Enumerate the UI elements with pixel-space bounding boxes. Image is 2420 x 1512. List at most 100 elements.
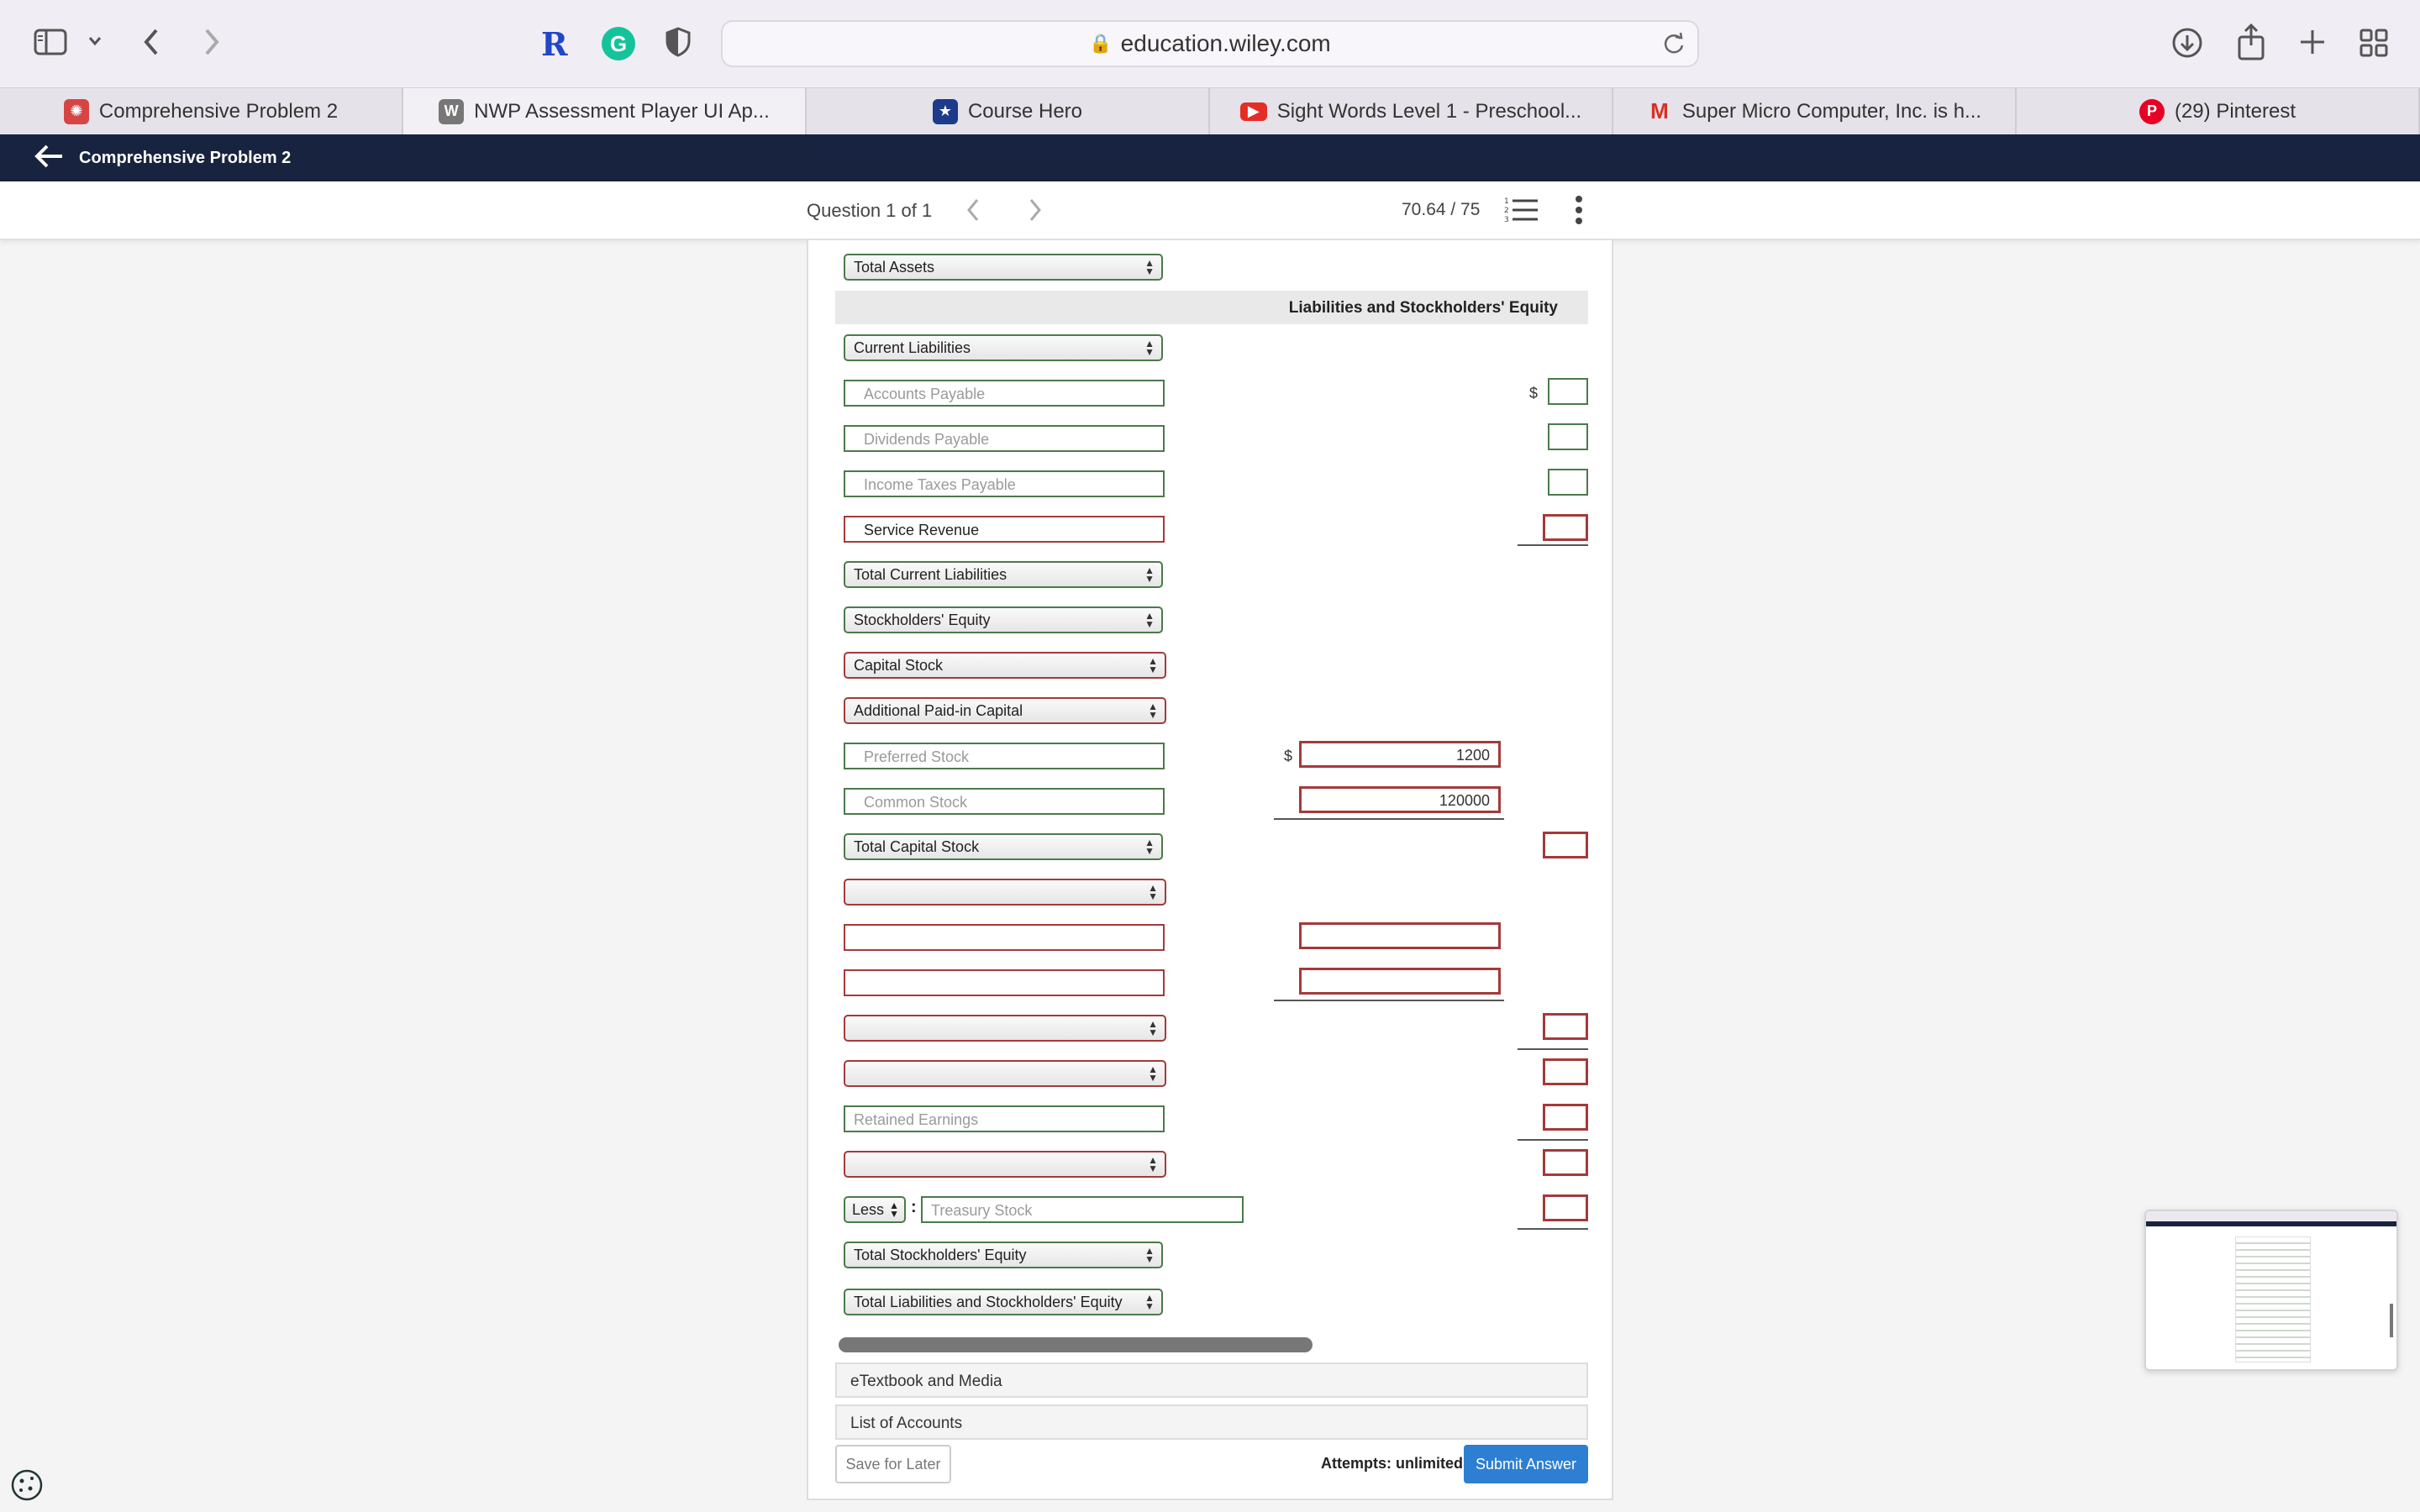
empty-account-input-1[interactable]: [844, 924, 1165, 951]
youtube-icon: ▶: [1239, 102, 1267, 121]
empty-account-input-2[interactable]: [844, 969, 1165, 996]
tab-gmail[interactable]: M Super Micro Computer, Inc. is h...: [1613, 88, 2017, 134]
underline: [1518, 1139, 1588, 1141]
empty-amount-2[interactable]: [1299, 968, 1501, 995]
tab-label: (29) Pinterest: [2174, 99, 2296, 123]
pinterest-icon: P: [2139, 98, 2165, 124]
stockholders-equity-select[interactable]: Stockholders' Equity ▲ ▼: [844, 606, 1163, 633]
thumb-toolbar: [2146, 1211, 2396, 1221]
empty-select-4[interactable]: ▲ ▼: [844, 1151, 1166, 1178]
tab-label: NWP Assessment Player UI Ap...: [474, 99, 770, 123]
liabilities-heading: Liabilities and Stockholders' Equity: [835, 291, 1588, 324]
income-taxes-payable-amount[interactable]: [1548, 469, 1588, 496]
total-stockholders-equity-select[interactable]: Total Stockholders' Equity ▲ ▼: [844, 1242, 1163, 1268]
address-bar[interactable]: 🔒 education.wiley.com: [721, 20, 1699, 67]
privacy-shield-icon[interactable]: [666, 27, 691, 57]
service-revenue-input[interactable]: Service Revenue: [844, 516, 1165, 543]
canvas-icon: ✺: [63, 98, 89, 124]
total-capital-stock-select[interactable]: Total Capital Stock ▲ ▼: [844, 833, 1163, 860]
underline: [1274, 818, 1504, 820]
tab-label: Super Micro Computer, Inc. is h...: [1681, 99, 1982, 123]
reload-icon[interactable]: [1662, 32, 1686, 61]
dividends-payable-amount[interactable]: [1548, 423, 1588, 450]
balance-sheet-form: Total Assets ▲ ▼ Liabilities and Stockhold…: [807, 240, 1613, 1500]
tab-comprehensive-problem[interactable]: ✺ Comprehensive Problem 2: [0, 88, 403, 134]
grammarly-icon[interactable]: G: [602, 27, 635, 60]
horizontal-scrollbar[interactable]: [839, 1337, 1313, 1352]
empty-select-3[interactable]: ▲ ▼: [844, 1060, 1166, 1087]
empty-select-1[interactable]: ▲ ▼: [844, 879, 1166, 906]
empty-amount-3[interactable]: [1543, 1013, 1588, 1040]
income-taxes-payable-input[interactable]: Income Taxes Payable: [844, 470, 1165, 497]
browser-toolbar: R G 🔒 education.wiley.com: [0, 0, 2420, 87]
chevron-down-icon[interactable]: [87, 35, 103, 47]
submit-answer-button[interactable]: Submit Answer: [1464, 1445, 1588, 1483]
treasury-stock-amount[interactable]: [1543, 1194, 1588, 1221]
additional-paid-in-capital-select[interactable]: Additional Paid-in Capital ▲ ▼: [844, 697, 1166, 724]
list-of-accounts-panel[interactable]: List of Accounts: [835, 1404, 1588, 1440]
tab-label: Course Hero: [967, 99, 1083, 123]
svg-text:2: 2: [1504, 207, 1509, 215]
sidebar-toggle-icon[interactable]: [34, 29, 67, 55]
url-text: education.wiley.com: [1120, 30, 1331, 56]
new-tab-plus-icon[interactable]: [2297, 27, 2328, 57]
more-options-icon[interactable]: [1575, 195, 1583, 229]
share-icon[interactable]: [2237, 24, 2265, 60]
r-extension-icon[interactable]: R: [541, 25, 568, 63]
course-hero-star-icon: ★: [932, 98, 958, 124]
capital-stock-select[interactable]: Capital Stock ▲ ▼: [844, 652, 1166, 679]
empty-amount-1[interactable]: [1299, 922, 1501, 949]
common-stock-input[interactable]: Common Stock: [844, 788, 1165, 815]
download-icon[interactable]: [2171, 27, 2203, 59]
underline: [1274, 1000, 1504, 1001]
save-for-later-button[interactable]: Save for Later: [835, 1445, 951, 1483]
total-assets-select[interactable]: Total Assets ▲ ▼: [844, 254, 1163, 281]
back-arrow-icon[interactable]: [141, 27, 161, 57]
tab-pinterest[interactable]: P (29) Pinterest: [2017, 88, 2420, 134]
accounts-payable-amount[interactable]: [1548, 378, 1588, 405]
tab-nwp-assessment[interactable]: W NWP Assessment Player UI Ap...: [403, 88, 807, 134]
svg-text:1: 1: [1504, 197, 1509, 206]
tab-bar: ✺ Comprehensive Problem 2 W NWP Assessme…: [0, 87, 2420, 134]
empty-amount-4[interactable]: [1543, 1058, 1588, 1085]
tab-overview-icon[interactable]: [2360, 29, 2388, 57]
dollar-sign: $: [1284, 748, 1293, 764]
empty-select-2[interactable]: ▲ ▼: [844, 1015, 1166, 1042]
common-stock-amount[interactable]: 120000: [1299, 786, 1501, 813]
wiley-w-icon: W: [439, 98, 465, 124]
lock-icon: 🔒: [1089, 33, 1113, 54]
tab-course-hero[interactable]: ★ Course Hero: [807, 88, 1210, 134]
retained-earnings-amount[interactable]: [1543, 1104, 1588, 1131]
preferred-stock-input[interactable]: Preferred Stock: [844, 743, 1165, 769]
question-number: Question 1 of 1: [807, 200, 933, 221]
underline: [1518, 1228, 1588, 1230]
dividends-payable-input[interactable]: Dividends Payable: [844, 425, 1165, 452]
thumb-content: [2235, 1236, 2311, 1362]
tab-youtube[interactable]: ▶ Sight Words Level 1 - Preschool...: [1210, 88, 1613, 134]
thumb-scroll: [2390, 1304, 2393, 1337]
total-liabilities-equity-select[interactable]: Total Liabilities and Stockholders' Equi…: [844, 1289, 1163, 1315]
treasury-stock-input[interactable]: Treasury Stock: [921, 1196, 1244, 1223]
score: 70.64 / 75: [1402, 200, 1481, 219]
next-question-icon[interactable]: [1027, 197, 1044, 228]
total-capital-stock-amount[interactable]: [1543, 832, 1588, 858]
forward-arrow-icon[interactable]: [202, 27, 222, 57]
less-select[interactable]: Less ▲ ▼: [844, 1196, 906, 1223]
back-arrow-icon[interactable]: [34, 144, 64, 173]
current-liabilities-select[interactable]: Current Liabilities ▲ ▼: [844, 334, 1163, 361]
retained-earnings-input[interactable]: Retained Earnings: [844, 1105, 1165, 1132]
preferred-stock-amount[interactable]: 1200: [1299, 741, 1501, 768]
empty-amount-5[interactable]: [1543, 1149, 1588, 1176]
service-revenue-amount[interactable]: [1543, 514, 1588, 541]
page-thumbnail[interactable]: [2144, 1210, 2398, 1371]
colon-label: :: [911, 1198, 917, 1216]
attempts-label: Attempts: unlimited: [1321, 1455, 1463, 1472]
total-current-liabilities-select[interactable]: Total Current Liabilities ▲ ▼: [844, 561, 1163, 588]
etextbook-panel[interactable]: eTextbook and Media: [835, 1362, 1588, 1398]
previous-question-icon[interactable]: [965, 197, 981, 228]
accounts-payable-input[interactable]: Accounts Payable: [844, 380, 1165, 407]
underline: [1518, 544, 1588, 546]
cookie-settings-icon[interactable]: [10, 1468, 44, 1506]
dollar-sign: $: [1529, 385, 1539, 402]
